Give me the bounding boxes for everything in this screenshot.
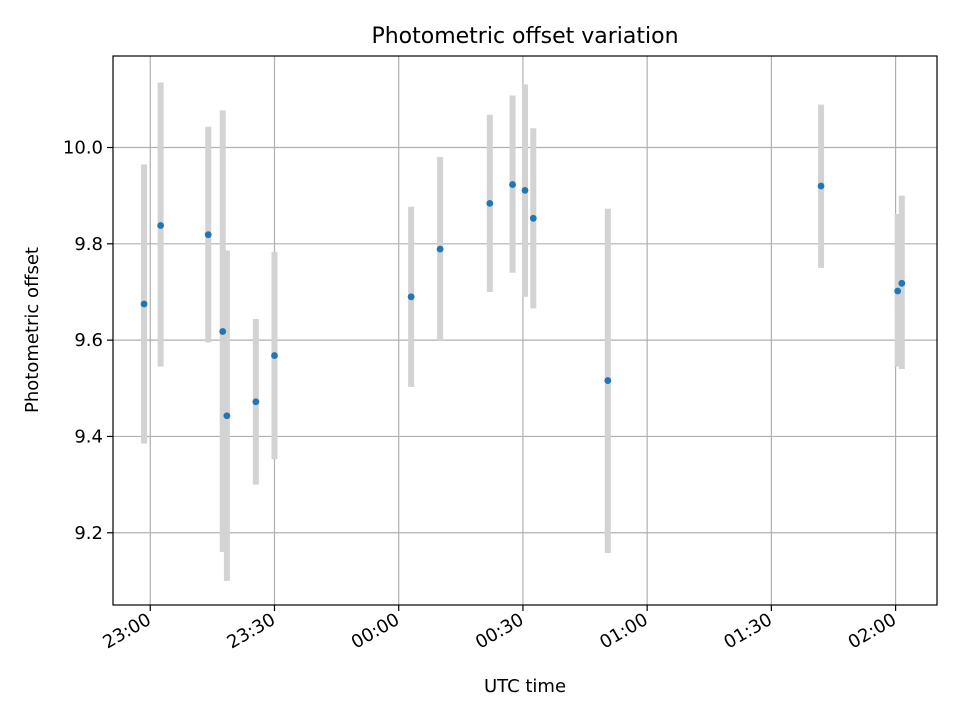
data-point bbox=[223, 412, 231, 420]
chart-title: Photometric offset variation bbox=[371, 24, 678, 49]
data-point bbox=[604, 377, 612, 384]
data-point bbox=[219, 328, 227, 335]
data-point bbox=[486, 199, 494, 207]
data-point bbox=[898, 279, 906, 287]
y-tick-label: 9.2 bbox=[74, 523, 103, 544]
data-point bbox=[817, 182, 825, 190]
data-point bbox=[436, 245, 444, 253]
data-point bbox=[271, 352, 278, 359]
data-point bbox=[204, 231, 212, 239]
data-point bbox=[529, 214, 537, 222]
data-point bbox=[407, 293, 415, 301]
y-tick-label: 9.6 bbox=[74, 330, 103, 351]
data-point bbox=[140, 300, 148, 308]
y-axis-label: Photometric offset bbox=[22, 247, 43, 413]
y-tick-label: 10.0 bbox=[63, 138, 103, 159]
data-point bbox=[157, 222, 165, 229]
plot-frame bbox=[112, 55, 938, 606]
y-tick-label: 9.8 bbox=[74, 234, 103, 255]
x-axis-label: UTC time bbox=[484, 676, 566, 697]
y-tick-label: 9.4 bbox=[74, 426, 103, 447]
point-layer bbox=[140, 181, 906, 420]
data-point bbox=[509, 181, 516, 188]
data-point bbox=[521, 186, 529, 194]
data-point bbox=[894, 287, 902, 295]
data-point bbox=[252, 398, 260, 406]
